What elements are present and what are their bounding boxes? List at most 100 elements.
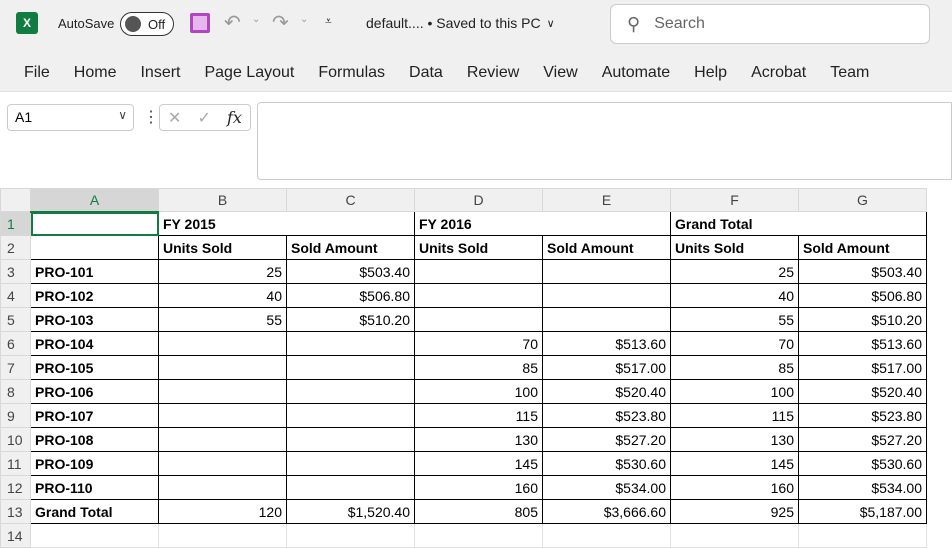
cell-F13[interactable]: 925: [670, 499, 799, 524]
cell-E12[interactable]: $534.00: [542, 475, 671, 500]
tab-formulas[interactable]: Formulas: [318, 64, 386, 81]
cell-A8[interactable]: PRO-106: [30, 379, 159, 404]
cell-C11[interactable]: [286, 451, 415, 476]
cell-D14[interactable]: [414, 523, 543, 548]
cell-A1[interactable]: [30, 211, 159, 236]
cell-E6[interactable]: $513.60: [542, 331, 671, 356]
cell-A11[interactable]: PRO-109: [30, 451, 159, 476]
cell-A14[interactable]: [30, 523, 159, 548]
cell-B12[interactable]: [158, 475, 287, 500]
column-header-C[interactable]: C: [286, 188, 415, 212]
tab-data[interactable]: Data: [409, 64, 443, 81]
cell-D8[interactable]: 100: [414, 379, 543, 404]
cell-B2[interactable]: Units Sold: [158, 235, 287, 260]
cell-F14[interactable]: [670, 523, 799, 548]
cell-D2[interactable]: Units Sold: [414, 235, 543, 260]
cell-E2[interactable]: Sold Amount: [542, 235, 671, 260]
undo-dropdown-icon[interactable]: ⌄: [252, 14, 261, 25]
search-box[interactable]: ⚲ Search: [610, 4, 930, 44]
row-header-8[interactable]: 8: [0, 379, 31, 404]
cell-E4[interactable]: [542, 283, 671, 308]
cell-F2[interactable]: Units Sold: [670, 235, 799, 260]
tab-review[interactable]: Review: [466, 64, 520, 81]
cell-E3[interactable]: [542, 259, 671, 284]
cell-C14[interactable]: [286, 523, 415, 548]
cell-G3[interactable]: $503.40: [798, 259, 927, 284]
cell-G7[interactable]: $517.00: [798, 355, 927, 380]
cell-F12[interactable]: 160: [670, 475, 799, 500]
tab-file[interactable]: File: [24, 64, 50, 81]
tab-page-layout[interactable]: Page Layout: [204, 64, 295, 81]
cell-G9[interactable]: $523.80: [798, 403, 927, 428]
cell-D10[interactable]: 130: [414, 427, 543, 452]
tab-help[interactable]: Help: [694, 64, 728, 81]
column-header-B[interactable]: B: [158, 188, 287, 212]
document-title[interactable]: default.... • Saved to this PC ∨: [366, 15, 555, 31]
redo-dropdown-icon[interactable]: ⌄: [300, 14, 309, 25]
cell-G2[interactable]: Sold Amount: [798, 235, 927, 260]
cell-header-group[interactable]: Grand Total: [670, 211, 927, 236]
cell-E7[interactable]: $517.00: [542, 355, 671, 380]
cell-A4[interactable]: PRO-102: [30, 283, 159, 308]
cell-B13[interactable]: 120: [158, 499, 287, 524]
cell-E5[interactable]: [542, 307, 671, 332]
row-header-5[interactable]: 5: [0, 307, 31, 332]
save-icon[interactable]: [190, 13, 210, 33]
cell-G14[interactable]: [798, 523, 927, 548]
cell-E11[interactable]: $530.60: [542, 451, 671, 476]
formula-input[interactable]: [257, 102, 952, 180]
cell-A9[interactable]: PRO-107: [30, 403, 159, 428]
cell-A12[interactable]: PRO-110: [30, 475, 159, 500]
insert-function-icon[interactable]: fx: [227, 108, 242, 127]
cell-B14[interactable]: [158, 523, 287, 548]
cell-D6[interactable]: 70: [414, 331, 543, 356]
cell-G4[interactable]: $506.80: [798, 283, 927, 308]
cell-C4[interactable]: $506.80: [286, 283, 415, 308]
cell-D9[interactable]: 115: [414, 403, 543, 428]
cell-B5[interactable]: 55: [158, 307, 287, 332]
cell-E14[interactable]: [542, 523, 671, 548]
cell-D3[interactable]: [414, 259, 543, 284]
column-header-A[interactable]: A: [30, 188, 159, 213]
cell-header-group[interactable]: FY 2016: [414, 211, 671, 236]
row-header-7[interactable]: 7: [0, 355, 31, 380]
column-header-F[interactable]: F: [670, 188, 799, 212]
row-header-3[interactable]: 3: [0, 259, 31, 284]
tab-acrobat[interactable]: Acrobat: [751, 64, 807, 81]
cell-G11[interactable]: $530.60: [798, 451, 927, 476]
cell-D13[interactable]: 805: [414, 499, 543, 524]
cell-D5[interactable]: [414, 307, 543, 332]
cell-header-group[interactable]: FY 2015: [158, 211, 415, 236]
cell-D11[interactable]: 145: [414, 451, 543, 476]
cell-A5[interactable]: PRO-103: [30, 307, 159, 332]
cell-G8[interactable]: $520.40: [798, 379, 927, 404]
column-header-G[interactable]: G: [798, 188, 927, 212]
cell-E9[interactable]: $523.80: [542, 403, 671, 428]
tab-view[interactable]: View: [543, 64, 578, 81]
cell-B8[interactable]: [158, 379, 287, 404]
tab-home[interactable]: Home: [73, 64, 117, 81]
customize-toolbar-icon[interactable]: ⩡: [325, 14, 332, 28]
row-header-6[interactable]: 6: [0, 331, 31, 356]
cell-C5[interactable]: $510.20: [286, 307, 415, 332]
cell-A2[interactable]: [30, 235, 159, 260]
row-header-14[interactable]: 14: [0, 523, 31, 548]
tab-automate[interactable]: Automate: [601, 64, 671, 81]
cell-D12[interactable]: 160: [414, 475, 543, 500]
cell-D7[interactable]: 85: [414, 355, 543, 380]
row-header-13[interactable]: 13: [0, 499, 31, 524]
cell-C9[interactable]: [286, 403, 415, 428]
cell-E13[interactable]: $3,666.60: [542, 499, 671, 524]
column-header-D[interactable]: D: [414, 188, 543, 212]
cell-B3[interactable]: 25: [158, 259, 287, 284]
select-all-corner[interactable]: [0, 188, 31, 212]
cell-F4[interactable]: 40: [670, 283, 799, 308]
tab-team[interactable]: Team: [830, 64, 870, 81]
undo-icon[interactable]: ↶: [224, 12, 241, 34]
row-header-9[interactable]: 9: [0, 403, 31, 428]
cell-A3[interactable]: PRO-101: [30, 259, 159, 284]
row-header-11[interactable]: 11: [0, 451, 31, 476]
name-box[interactable]: A1 ∨: [7, 104, 134, 131]
cell-F7[interactable]: 85: [670, 355, 799, 380]
cell-G6[interactable]: $513.60: [798, 331, 927, 356]
